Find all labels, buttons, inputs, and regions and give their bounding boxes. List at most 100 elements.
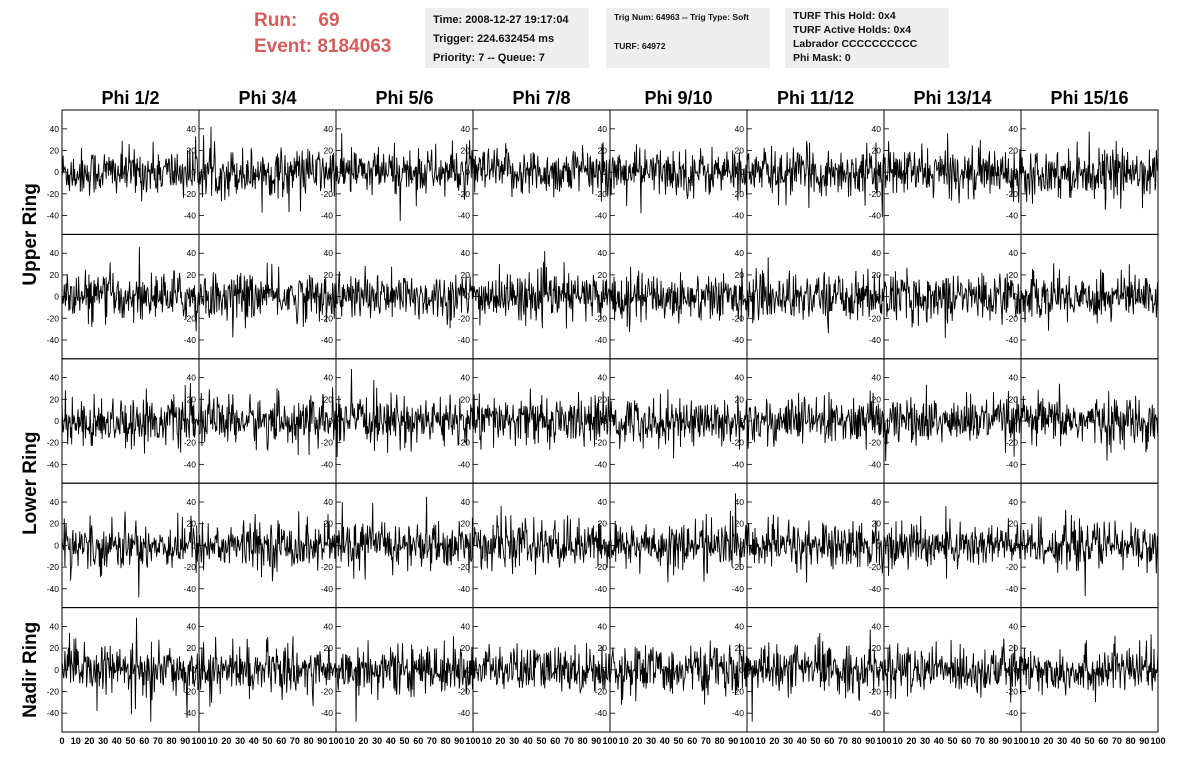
column-header: Phi 3/4: [238, 88, 296, 108]
y-tick-label: 40: [1009, 621, 1019, 631]
y-tick-label: -40: [47, 211, 60, 221]
x-tick-label: 100: [602, 736, 617, 746]
x-tick-label: 40: [797, 736, 807, 746]
y-tick-label: -40: [458, 708, 471, 718]
y-tick-label: 0: [465, 292, 470, 302]
x-tick-label: 90: [728, 736, 738, 746]
x-tick-label: 40: [386, 736, 396, 746]
y-tick-label: 20: [1009, 394, 1019, 404]
x-tick-label: 80: [715, 736, 725, 746]
y-tick-label: 40: [735, 497, 745, 507]
time-info-box: Time: 2008-12-27 19:17:04 Trigger: 224.6…: [425, 8, 589, 68]
y-tick-label: 0: [328, 665, 333, 675]
x-tick-label: 50: [536, 736, 546, 746]
y-tick-label: 0: [1013, 167, 1018, 177]
x-tick-label: 40: [660, 736, 670, 746]
y-tick-label: -20: [732, 313, 745, 323]
y-tick-label: -40: [1006, 335, 1019, 345]
x-tick-label: 20: [221, 736, 231, 746]
y-tick-label: -20: [184, 189, 197, 199]
y-tick-label: 20: [872, 270, 882, 280]
y-tick-label: 0: [465, 167, 470, 177]
y-tick-label: 0: [54, 292, 59, 302]
waveform-trace: [61, 511, 200, 598]
x-tick-label: 70: [153, 736, 163, 746]
waveform-trace: [746, 514, 885, 583]
y-tick-label: 0: [191, 167, 196, 177]
y-tick-label: 0: [191, 416, 196, 426]
y-tick-label: 40: [872, 373, 882, 383]
x-tick-label: 80: [441, 736, 451, 746]
y-tick-label: 0: [876, 292, 881, 302]
y-tick-label: 0: [54, 416, 59, 426]
x-tick-label: 40: [1071, 736, 1081, 746]
y-tick-label: -40: [732, 584, 745, 594]
y-tick-label: -40: [595, 584, 608, 594]
y-tick-label: -40: [869, 584, 882, 594]
y-tick-label: -20: [47, 189, 60, 199]
y-tick-label: 40: [187, 497, 197, 507]
x-tick-label: 40: [934, 736, 944, 746]
waveform-trace: [335, 133, 474, 221]
y-tick-label: 20: [598, 519, 608, 529]
column-header: Phi 5/6: [375, 88, 433, 108]
y-tick-label: 0: [465, 416, 470, 426]
y-tick-label: -20: [1006, 562, 1019, 572]
y-tick-label: -40: [1006, 584, 1019, 594]
x-tick-label: 90: [317, 736, 327, 746]
time-text: Time: 2008-12-27 19:17:04: [433, 14, 569, 26]
trig-num-text: Trig Num: 64963 -- Trig Type: Soft: [614, 12, 749, 22]
y-tick-label: 0: [328, 167, 333, 177]
y-tick-label: -40: [184, 335, 197, 345]
column-header: Phi 15/16: [1050, 88, 1128, 108]
x-tick-label: 20: [632, 736, 642, 746]
waveform-trace: [472, 505, 611, 575]
x-tick-label: 50: [125, 736, 135, 746]
trigger-text: Trigger: 224.632454 ms: [433, 33, 555, 45]
y-tick-label: 40: [598, 373, 608, 383]
y-tick-label: -40: [732, 335, 745, 345]
trig-info-box: Trig Num: 64963 -- Trig Type: Soft TURF:…: [606, 8, 770, 68]
y-tick-label: 20: [50, 146, 60, 156]
waveform-trace: [746, 390, 885, 450]
y-tick-label: -20: [732, 438, 745, 448]
y-tick-label: 20: [50, 270, 60, 280]
x-tick-label: 30: [920, 736, 930, 746]
x-tick-label: 20: [495, 736, 505, 746]
waveform-trace: [1020, 131, 1159, 210]
y-tick-label: 20: [872, 146, 882, 156]
x-tick-label: 50: [810, 736, 820, 746]
y-tick-label: 20: [461, 519, 471, 529]
y-tick-label: 40: [461, 248, 471, 258]
y-tick-label: 0: [602, 292, 607, 302]
x-tick-label: 70: [564, 736, 574, 746]
waveform-trace: [472, 250, 611, 329]
x-tick-label: 60: [550, 736, 560, 746]
turf-info-box: TURF This Hold: 0x4 TURF Active Holds: 0…: [785, 8, 949, 68]
y-tick-label: 40: [735, 373, 745, 383]
x-tick-label: 20: [84, 736, 94, 746]
y-tick-label: 40: [50, 621, 60, 631]
waveform-trace: [472, 642, 611, 694]
x-tick-label: 30: [646, 736, 656, 746]
y-tick-label: 20: [187, 643, 197, 653]
y-tick-label: 40: [735, 124, 745, 134]
y-tick-label: 20: [598, 146, 608, 156]
x-tick-label: 30: [235, 736, 245, 746]
y-tick-label: -20: [869, 686, 882, 696]
y-tick-label: 40: [598, 124, 608, 134]
y-tick-label: 20: [324, 270, 334, 280]
y-tick-label: 20: [50, 519, 60, 529]
x-tick-label: 90: [454, 736, 464, 746]
x-tick-label: 10: [345, 736, 355, 746]
y-tick-label: -20: [321, 562, 334, 572]
x-tick-label: 10: [482, 736, 492, 746]
y-tick-label: 40: [187, 373, 197, 383]
waveform-trace: [61, 136, 200, 202]
y-tick-label: 20: [872, 394, 882, 404]
column-header: Phi 1/2: [101, 88, 159, 108]
y-tick-label: 40: [50, 124, 60, 134]
x-tick-label: 80: [1126, 736, 1136, 746]
y-tick-label: -40: [458, 335, 471, 345]
y-tick-label: 20: [598, 643, 608, 653]
